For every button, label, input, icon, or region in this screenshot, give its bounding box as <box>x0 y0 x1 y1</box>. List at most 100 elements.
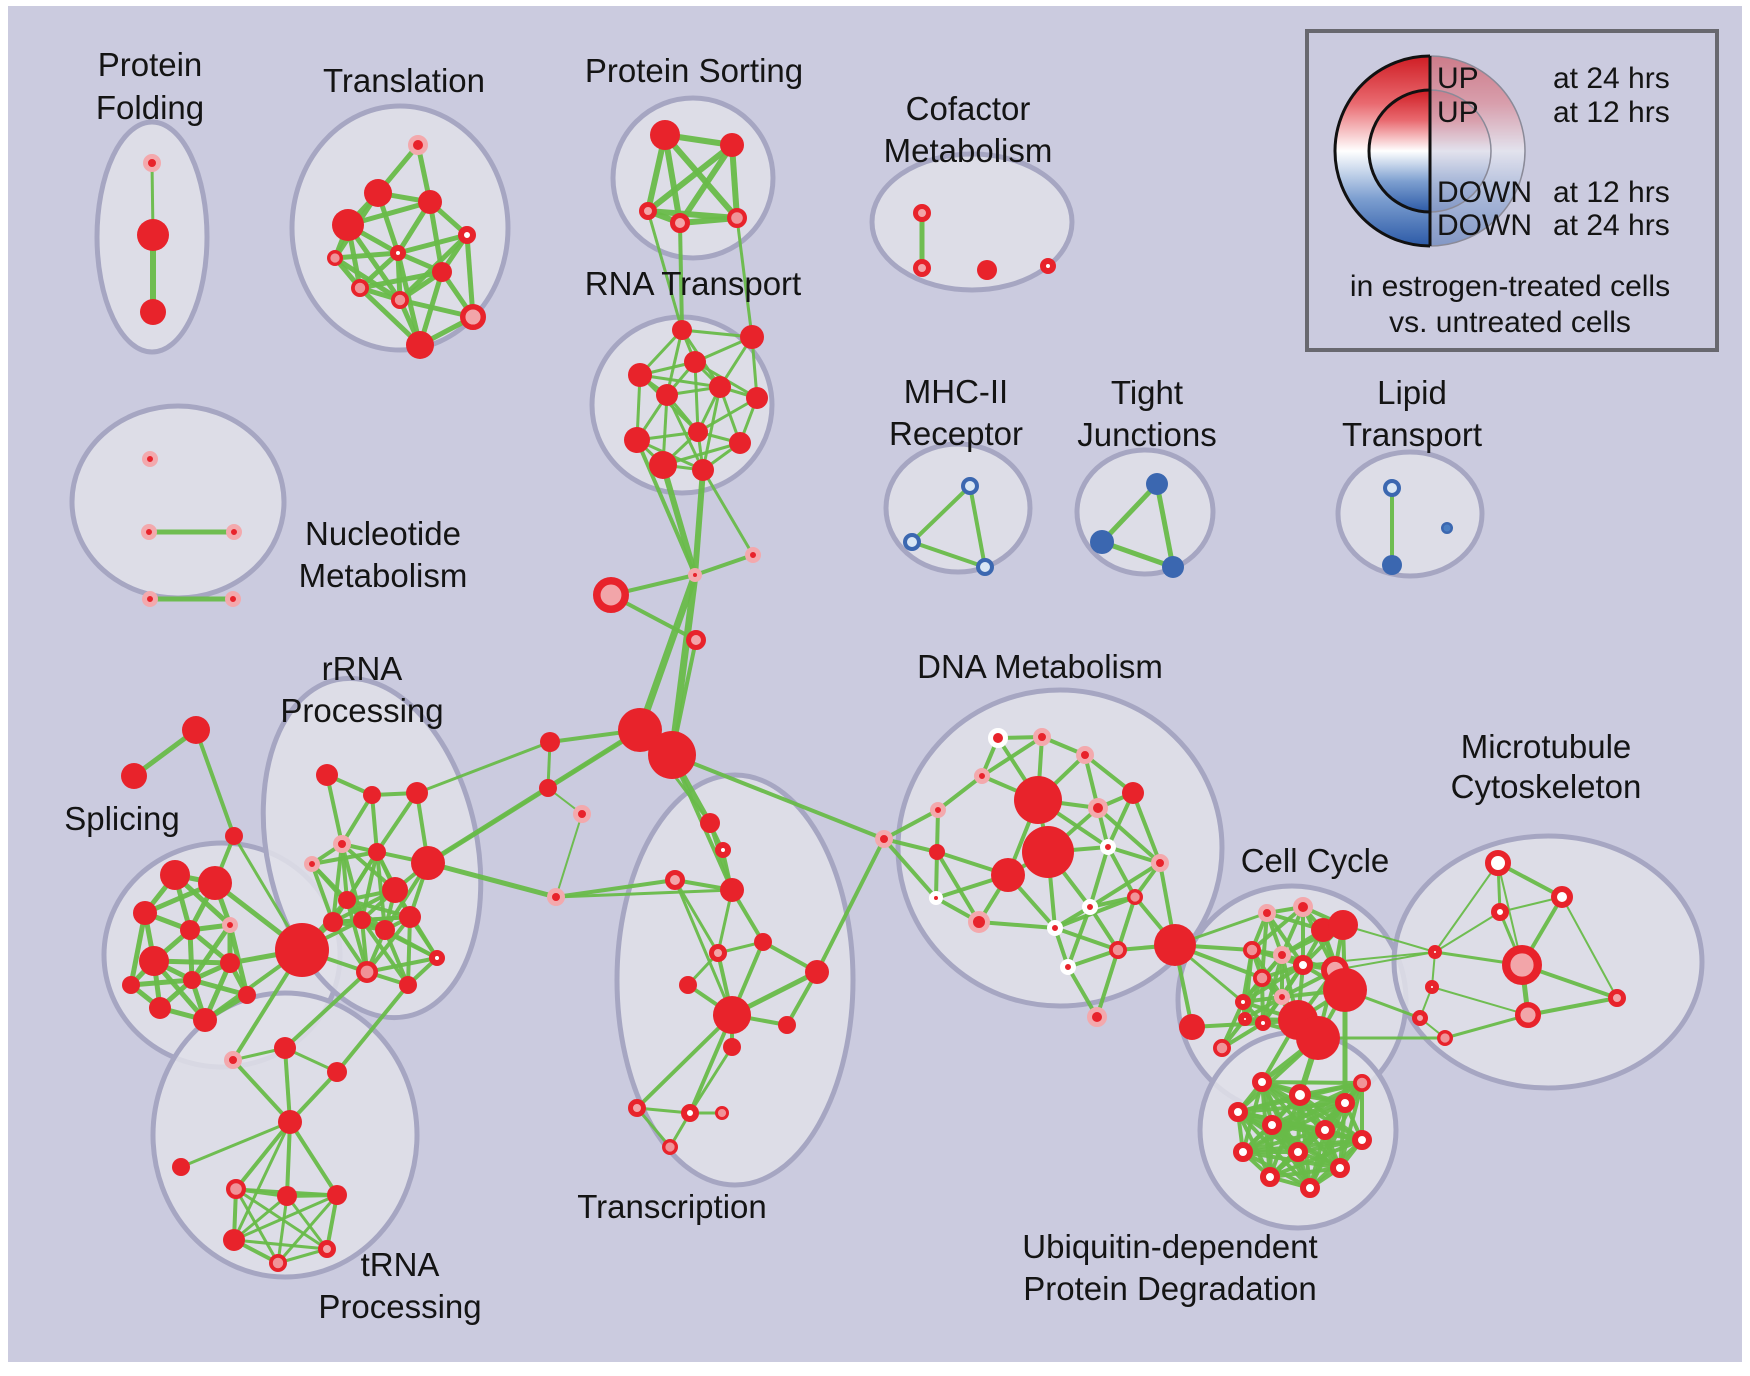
node-ps-3 <box>670 213 690 233</box>
network-edge <box>464 234 476 318</box>
node-tr-1 <box>364 179 392 207</box>
node-cc-15 <box>1237 1011 1252 1026</box>
network-edge <box>375 791 419 854</box>
node-dm-3 <box>974 768 990 784</box>
network-edge <box>180 1120 291 1169</box>
node-cc-6 <box>1293 955 1313 975</box>
node-tn-3 <box>278 1110 302 1134</box>
network-edge <box>325 774 344 845</box>
cluster-cc-label-line1: Cell Cycle <box>1241 842 1390 879</box>
node-ps-1 <box>720 133 744 157</box>
network-edge <box>735 217 754 338</box>
node-dm-17 <box>1127 888 1144 905</box>
node-bb-1 <box>745 547 761 563</box>
network-edge <box>671 753 885 841</box>
node-lt-1 <box>1382 555 1402 575</box>
network-edge <box>978 920 1056 930</box>
node-rr-7 <box>382 877 408 903</box>
node-rr-15 <box>399 976 417 994</box>
node-tn-5 <box>226 1178 247 1199</box>
network-edge <box>910 484 972 544</box>
network-edge <box>360 851 379 921</box>
node-tr-7 <box>351 279 370 298</box>
network-edge <box>233 1193 338 1242</box>
node-tn-1 <box>274 1037 296 1059</box>
cluster-nm-label-line2: Metabolism <box>299 557 468 594</box>
node-cc-11 <box>1255 1015 1271 1031</box>
node-rt-3 <box>684 351 706 373</box>
cluster-tr-label-line1: Translation <box>323 62 485 99</box>
legend-time-1: at 12 hrs <box>1553 96 1670 129</box>
network-edge <box>660 464 698 576</box>
node-tx-10 <box>723 1038 741 1056</box>
network-nodes <box>121 120 1626 1273</box>
node-rt-5 <box>656 384 678 406</box>
node-tr-5 <box>390 245 406 261</box>
cluster-mhc-ellipse <box>883 441 1033 575</box>
node-cc-14 <box>1323 968 1367 1012</box>
network-edge <box>1107 845 1161 865</box>
network-edge <box>692 469 706 576</box>
node-rt-7 <box>688 422 708 442</box>
network-edge <box>911 540 986 569</box>
node-dm-19 <box>1151 854 1169 872</box>
node-dm-20 <box>1060 959 1076 975</box>
node-cf-1 <box>913 259 931 277</box>
network-edge <box>189 923 233 982</box>
node-rr-14 <box>355 960 378 983</box>
network-edge <box>883 808 939 841</box>
node-tx-4 <box>709 944 727 962</box>
cluster-sp-label-line1: Splicing <box>64 800 180 837</box>
node-rt-11 <box>692 459 714 481</box>
node-tx-7 <box>679 976 697 994</box>
node-tr-6 <box>432 262 452 282</box>
node-rr-16 <box>275 923 329 977</box>
network-edge <box>646 210 684 331</box>
cluster-lt-label-line1: Lipid <box>1377 374 1447 411</box>
node-mt-0 <box>1485 850 1511 876</box>
legend-time-3: at 24 hrs <box>1553 209 1670 242</box>
legend-outer-right-arc <box>1429 55 1526 247</box>
node-mhc-0 <box>961 477 979 495</box>
node-ub-9 <box>1330 1158 1350 1178</box>
node-tr-8 <box>391 291 410 310</box>
node-ub-3 <box>1228 1102 1248 1122</box>
node-tn-4 <box>172 1158 190 1176</box>
node-ub-2 <box>1335 1093 1355 1113</box>
node-dm-0 <box>988 728 1008 748</box>
node-spf-1 <box>121 763 147 789</box>
node-ub-12 <box>1353 1074 1372 1093</box>
node-tr-10 <box>406 331 434 359</box>
network-edge <box>1561 896 1618 999</box>
node-tj-1 <box>1090 530 1114 554</box>
cluster-tn-label-line2: Processing <box>318 1288 481 1325</box>
node-tn-0 <box>224 1051 242 1069</box>
node-spf-0 <box>182 716 210 744</box>
network-edge <box>677 143 735 225</box>
node-tx-14 <box>661 1139 678 1156</box>
node-dm-2 <box>1076 746 1094 764</box>
network-edge <box>935 850 981 924</box>
node-sp-2 <box>133 901 157 925</box>
cluster-pf-label-line2: Folding <box>96 89 204 126</box>
network-edge <box>397 232 468 256</box>
node-mt-1 <box>1551 886 1573 908</box>
cluster-tj-label-line1: Tight <box>1111 374 1183 411</box>
node-tx-9 <box>778 1016 796 1034</box>
node-tx-3 <box>720 878 744 902</box>
node-tj-0 <box>1146 473 1168 495</box>
node-mt-5 <box>1424 979 1439 994</box>
network-edge <box>1434 911 1501 953</box>
node-cc-13 <box>1296 1016 1340 1060</box>
network-edge <box>1265 911 1305 967</box>
node-dm-21 <box>1087 1007 1107 1027</box>
node-pf-1 <box>137 219 169 251</box>
cluster-nm-label-line1: Nucleotide <box>305 515 461 552</box>
node-sp-11 <box>122 976 140 994</box>
legend-donut-fade <box>1430 56 1525 246</box>
cluster-lt-label-line2: Transport <box>1342 416 1482 453</box>
network-edge <box>701 469 755 556</box>
cluster-tj-label-line2: Junctions <box>1077 416 1216 453</box>
network-edge <box>1101 539 1174 570</box>
